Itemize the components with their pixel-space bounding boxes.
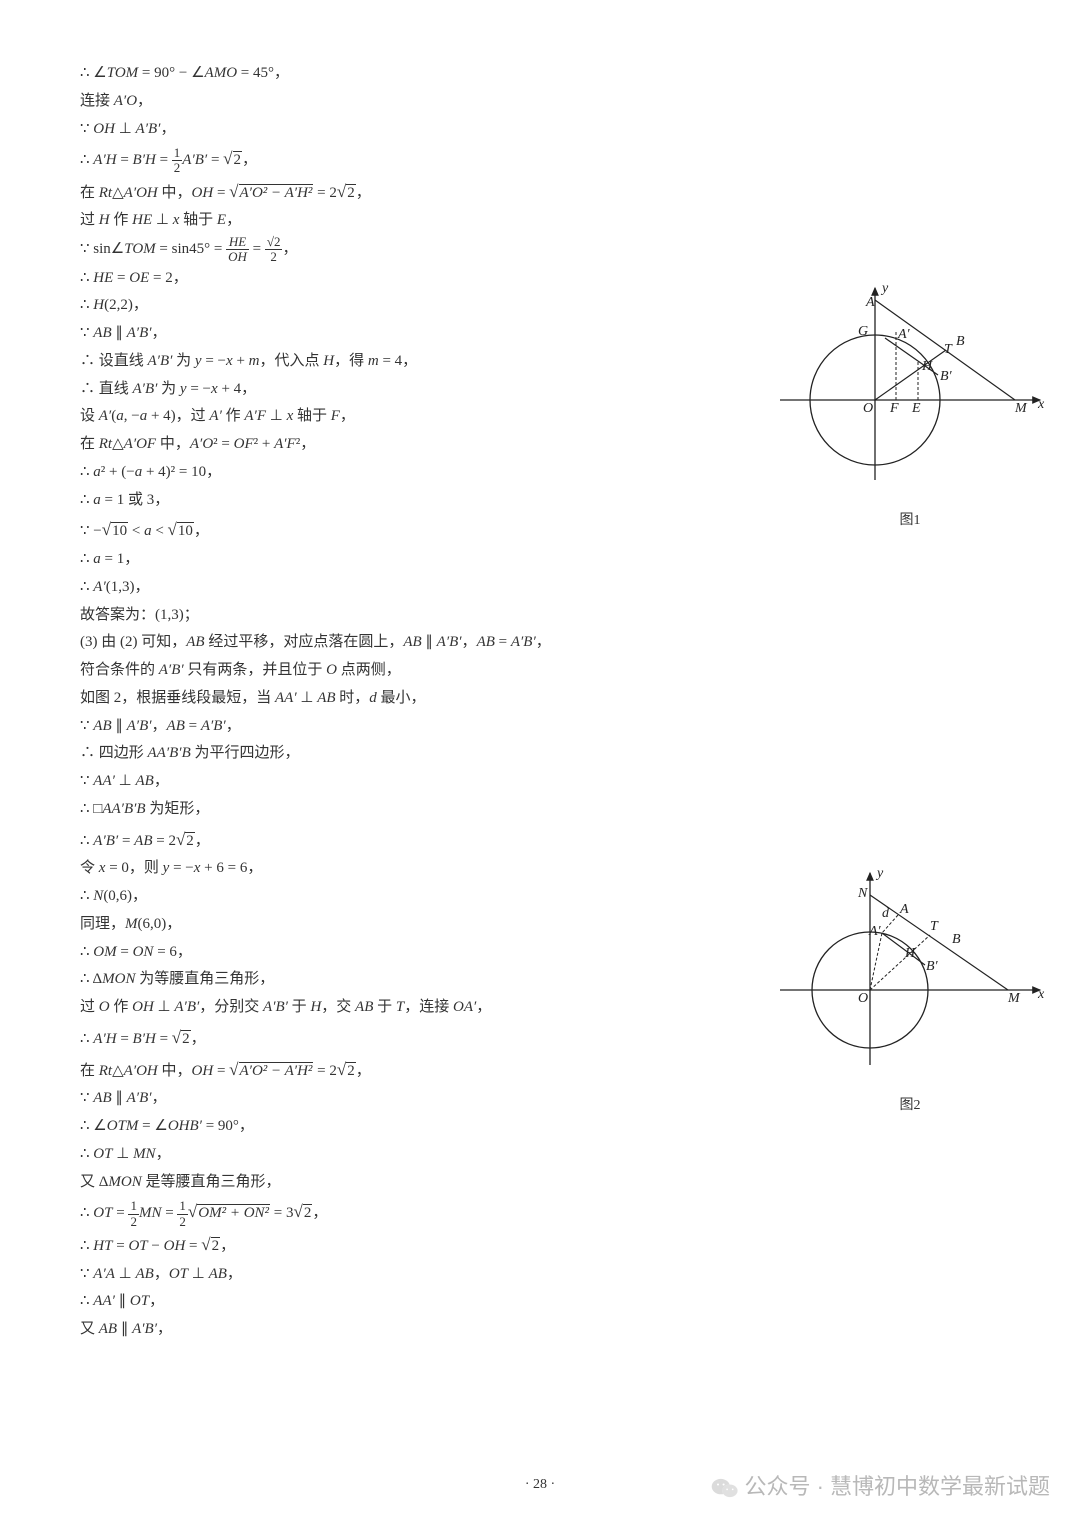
watermark: 公众号 · 慧博初中数学最新试题 [711, 1467, 1050, 1508]
svg-text:x: x [1037, 987, 1045, 1002]
svg-text:T: T [944, 342, 953, 357]
svg-text:A: A [865, 295, 875, 310]
svg-text:G: G [858, 324, 868, 339]
figure-1: yAG B A′ TH B′ O FE Mx 图1 [770, 280, 1050, 534]
figure-2: yNdA A′ TB H B′ O Mx 图2 [770, 865, 1050, 1119]
svg-text:y: y [875, 866, 884, 881]
svg-text:B′: B′ [940, 369, 953, 384]
figure-1-caption: 图1 [770, 508, 1050, 534]
svg-text:M: M [1014, 401, 1028, 416]
svg-text:B′: B′ [926, 959, 939, 974]
svg-text:E: E [911, 401, 921, 416]
svg-text:H: H [921, 359, 933, 374]
svg-text:y: y [880, 281, 889, 296]
svg-text:d: d [882, 906, 890, 921]
svg-text:x: x [1037, 397, 1045, 412]
svg-text:F: F [889, 401, 899, 416]
page-number: · 28 · [525, 1472, 555, 1498]
svg-text:A′: A′ [868, 924, 882, 939]
svg-text:O: O [858, 991, 868, 1006]
svg-text:A′: A′ [897, 327, 911, 342]
wechat-icon [711, 1476, 739, 1500]
svg-text:H: H [904, 946, 916, 961]
svg-text:T: T [930, 919, 939, 934]
svg-text:O: O [863, 401, 873, 416]
svg-text:A: A [899, 902, 909, 917]
figure-2-caption: 图2 [770, 1093, 1050, 1119]
solution-text: ∴ ∠TOM = 90° − ∠AMO = 45°， 连接 A′O， ∵ OH … [80, 60, 700, 1344]
svg-text:B: B [956, 334, 965, 349]
svg-text:B: B [952, 932, 961, 947]
svg-text:N: N [857, 886, 868, 901]
svg-text:M: M [1007, 991, 1021, 1006]
